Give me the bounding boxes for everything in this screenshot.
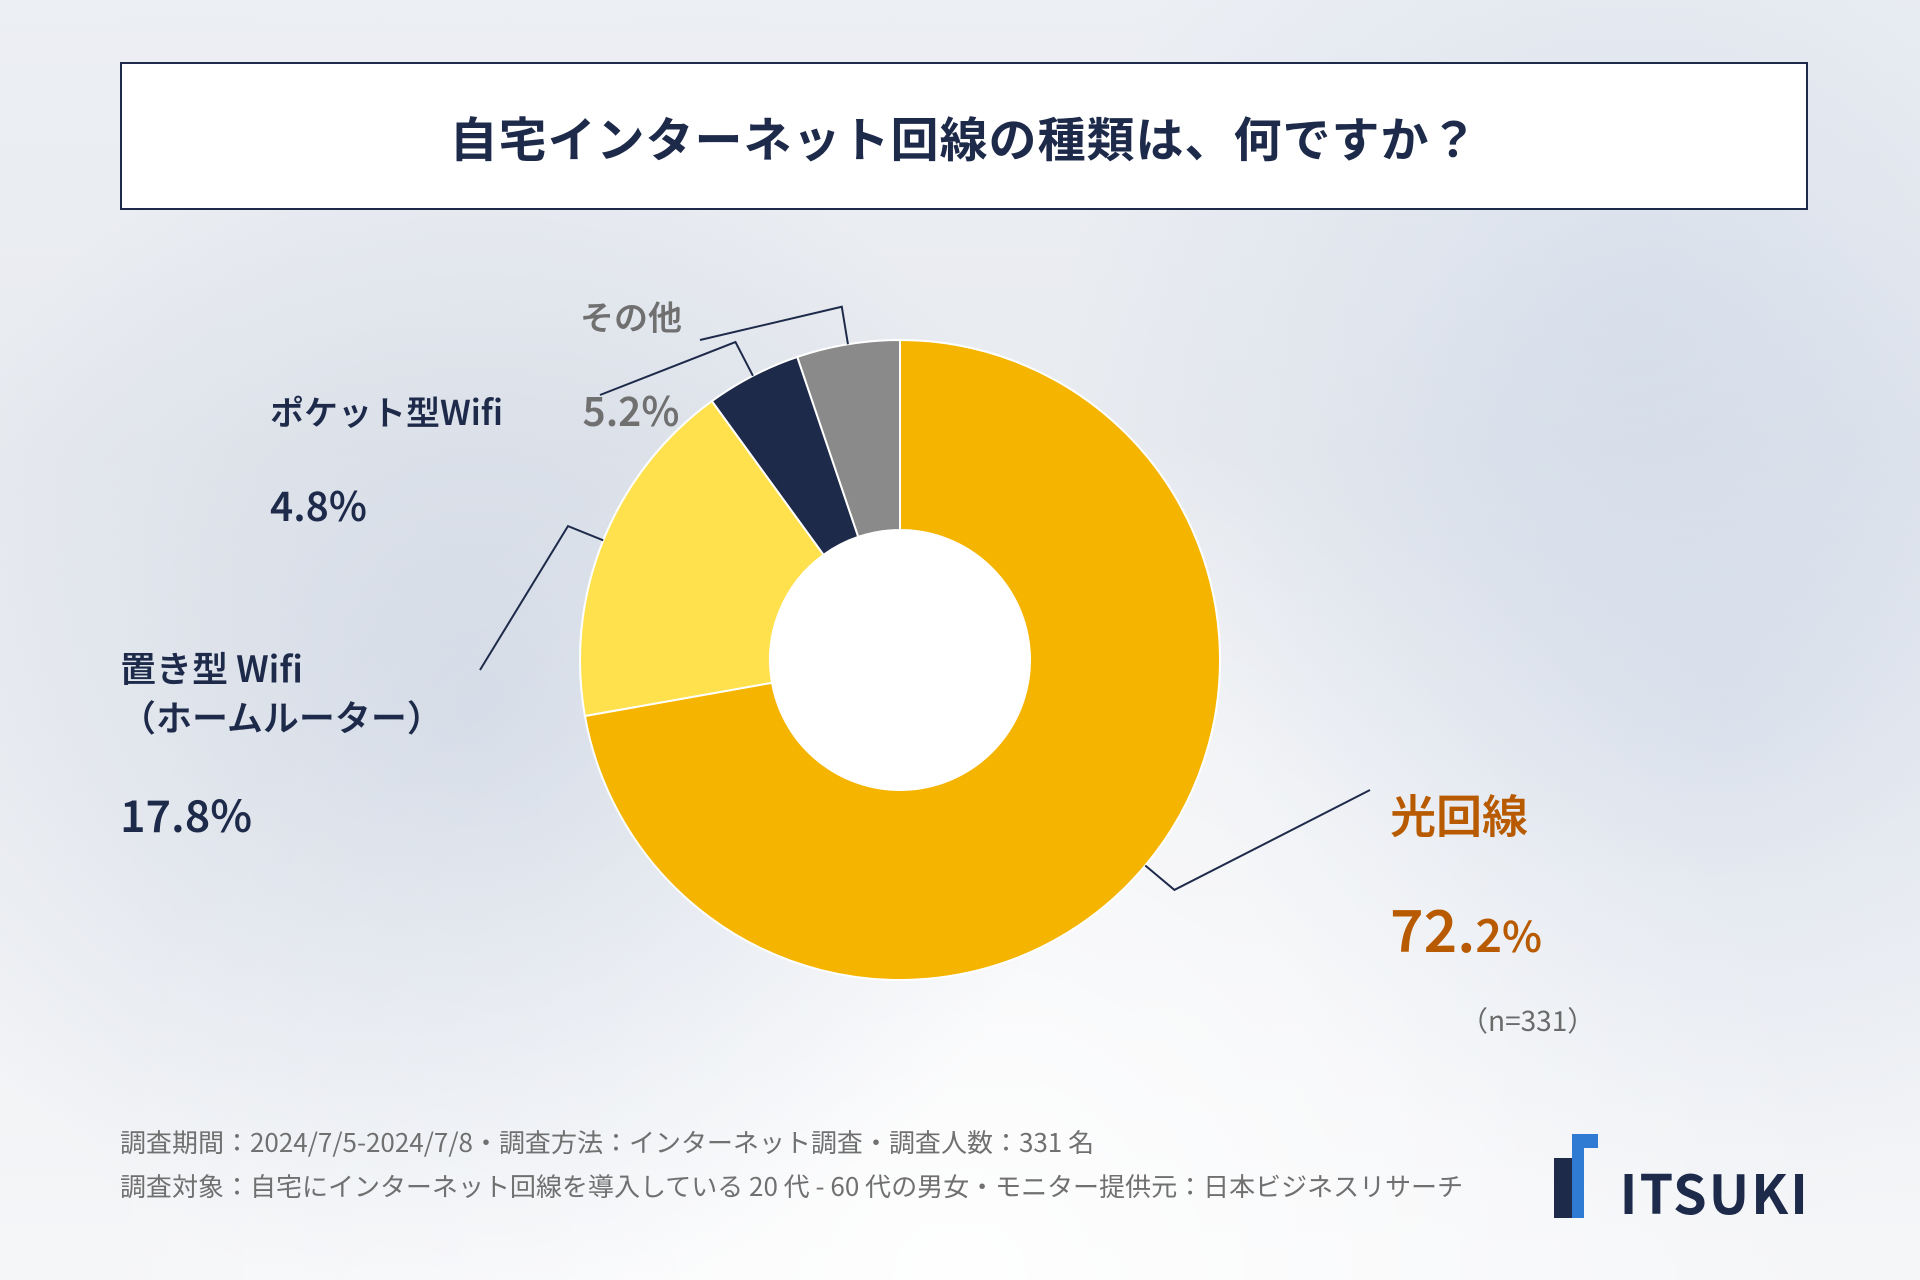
label-other-name: その他 [580, 293, 682, 339]
brand-name: ITSUKI [1620, 1164, 1810, 1218]
label-home-pct: 17.8% [120, 784, 443, 843]
leader-other [700, 307, 848, 344]
label-home: 置き型 Wifi （ホームルーター） 17.8% [120, 600, 443, 886]
title-text: 自宅インターネット回線の種類は、何ですか？ [449, 101, 1478, 171]
label-hikari-name: 光回線 [1390, 783, 1542, 845]
label-hikari: 光回線 72.2% [1390, 740, 1542, 1010]
sample-size-note: （n=331） [1460, 1000, 1595, 1040]
brand-logo: ITSUKI [1554, 1134, 1810, 1218]
infographic-canvas: 自宅インターネット回線の種類は、何ですか？ 光回線 72.2% 置き型 Wifi… [0, 0, 1920, 1280]
label-pocket-name: ポケット型Wifi [270, 388, 503, 434]
label-hikari-pct: 72.2% [1390, 888, 1542, 966]
chart-area: 光回線 72.2% 置き型 Wifi （ホームルーター） 17.8% ポケット型… [0, 230, 1920, 1050]
brand-mark-icon [1554, 1134, 1614, 1218]
footer-notes: 調査期間：2024/7/5-2024/7/8・調査方法：インターネット調査・調査… [120, 1120, 1463, 1208]
title-box: 自宅インターネット回線の種類は、何ですか？ [120, 62, 1808, 210]
label-other-pct: 5.2% [580, 382, 682, 436]
label-home-name: 置き型 Wifi （ホームルーター） [120, 643, 443, 740]
label-pocket-pct: 4.8% [270, 477, 503, 531]
label-pocket: ポケット型Wifi 4.8% [270, 345, 503, 574]
label-other: その他 5.2% [580, 250, 682, 479]
footer-line-2: 調査対象：自宅にインターネット回線を導入している 20 代 - 60 代の男女・… [120, 1164, 1463, 1208]
donut-hole [770, 530, 1030, 790]
footer-line-1: 調査期間：2024/7/5-2024/7/8・調査方法：インターネット調査・調査… [120, 1120, 1463, 1164]
